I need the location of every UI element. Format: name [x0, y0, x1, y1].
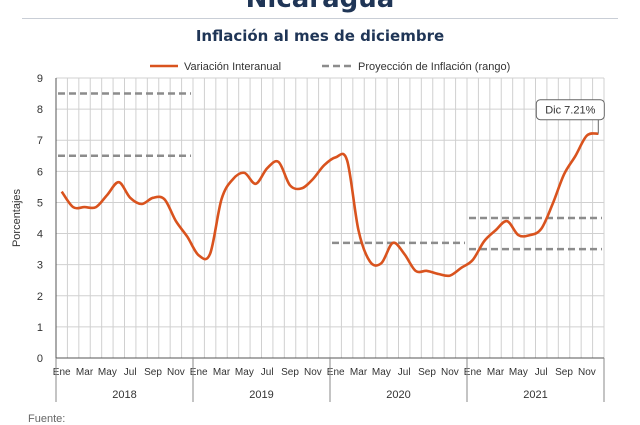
chart-title: Inflación al mes de diciembre	[195, 27, 445, 45]
axes: 0 1 2 3 4 5 6 7 8 9 Ene Mar May Jul Sep Nov 2018 Ene Mar Ma…	[37, 73, 605, 402]
legend-label-projection: Proyección de Inflación (rango)	[358, 61, 510, 73]
page-title: Nicaragua	[0, 0, 640, 14]
x-tick-label-mar: Mar	[76, 367, 94, 378]
y-tick-label-5: 5	[37, 197, 43, 209]
grid-lines	[55, 77, 605, 359]
x-tick-label-sep: Sep	[418, 367, 436, 378]
y-tick-label-8: 8	[37, 104, 43, 116]
x-tick-label-ene: Ene	[464, 367, 482, 378]
y-tick-label-3: 3	[37, 260, 43, 272]
y-tick-label-6: 6	[37, 166, 43, 178]
x-tick-label-may: May	[98, 367, 117, 378]
y-tick-label-9: 9	[37, 73, 43, 85]
title-divider	[22, 18, 618, 19]
x-tick-label-may: May	[509, 367, 528, 378]
x-tick-label-sep: Sep	[555, 367, 573, 378]
annotation-layer: Dic 7.21%	[535, 99, 605, 134]
x-tick-label-jul: Jul	[261, 367, 274, 378]
y-tick-label-1: 1	[37, 322, 43, 334]
y-tick-label-0: 0	[37, 353, 43, 365]
x-tick-label-nov: Nov	[304, 367, 322, 378]
annotation-box	[535, 99, 605, 121]
y-tick-label-7: 7	[37, 135, 43, 147]
series-line-layer	[60, 132, 599, 278]
x-tick-label-ene: Ene	[53, 367, 71, 378]
x-tick-label-sep: Sep	[144, 367, 162, 378]
year-label-2020: 2020	[386, 389, 410, 401]
x-tick-label-may: May	[372, 367, 391, 378]
x-tick-label-jul: Jul	[124, 367, 137, 378]
x-tick-label-nov: Nov	[441, 367, 459, 378]
x-tick-label-jul: Jul	[398, 367, 411, 378]
x-tick-label-mar: Mar	[487, 367, 505, 378]
x-tick-label-jul: Jul	[535, 367, 548, 378]
x-tick-label-mar: Mar	[213, 367, 231, 378]
series-line-variacion-interanual	[60, 132, 599, 278]
x-tick-label-nov: Nov	[578, 367, 596, 378]
projection-ranges	[58, 92, 602, 251]
legend: Variación Interanual Proyección de Infla…	[150, 61, 510, 73]
y-axis-label: Porcentajes	[11, 188, 23, 247]
x-tick-label-may: May	[235, 367, 254, 378]
x-tick-label-sep: Sep	[281, 367, 299, 378]
y-tick-label-2: 2	[37, 291, 43, 303]
x-tick-label-nov: Nov	[167, 367, 185, 378]
x-tick-label-ene: Ene	[190, 367, 208, 378]
y-tick-label-4: 4	[37, 229, 43, 241]
year-label-2018: 2018	[112, 389, 136, 401]
source-note: Fuente:	[28, 413, 66, 425]
x-tick-label-mar: Mar	[350, 367, 368, 378]
annotation-label: Dic 7.21%	[545, 105, 595, 117]
legend-label-series: Variación Interanual	[184, 61, 281, 73]
x-tick-label-ene: Ene	[327, 367, 345, 378]
year-label-2019: 2019	[249, 389, 273, 401]
year-label-2021: 2021	[523, 389, 547, 401]
